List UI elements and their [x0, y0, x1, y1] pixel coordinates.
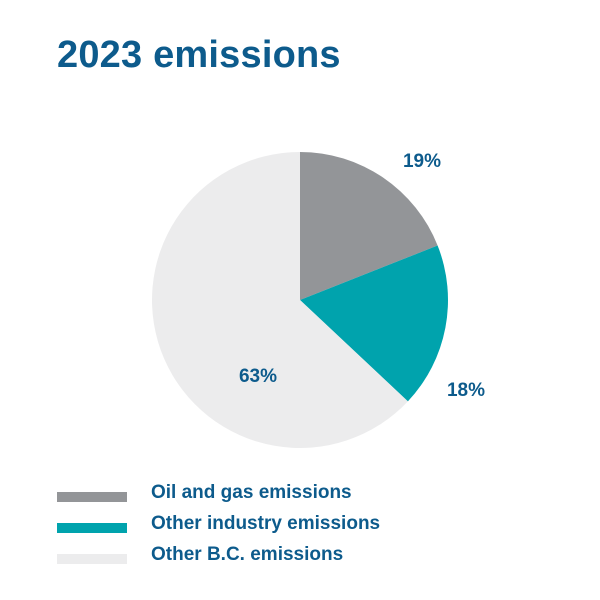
pie-label-other-industry: 18%	[447, 380, 485, 401]
legend-swatch-oil-and-gas	[57, 492, 127, 502]
legend-label-other-bc: Other B.C. emissions	[151, 544, 344, 565]
legend-item-oil-and-gas: Oil and gas emissions	[57, 480, 537, 511]
pie-label-oil-and-gas: 19%	[403, 151, 441, 172]
chart-title: 2023 emissions	[57, 34, 341, 76]
legend-label-oil-and-gas: Oil and gas emissions	[151, 482, 352, 503]
legend: Oil and gas emissions Other industry emi…	[57, 480, 537, 573]
legend-item-other-industry: Other industry emissions	[57, 511, 537, 542]
pie-label-other-bc: 63%	[239, 366, 277, 387]
legend-item-other-bc: Other B.C. emissions	[57, 542, 537, 573]
pie-slice-other-industry	[300, 245, 449, 402]
pie-slice-oil-and-gas	[300, 152, 438, 300]
pie-slice-other-bc	[152, 152, 408, 448]
legend-swatch-other-industry	[57, 523, 127, 533]
legend-label-other-industry: Other industry emissions	[151, 513, 381, 534]
legend-swatch-other-bc	[57, 554, 127, 564]
